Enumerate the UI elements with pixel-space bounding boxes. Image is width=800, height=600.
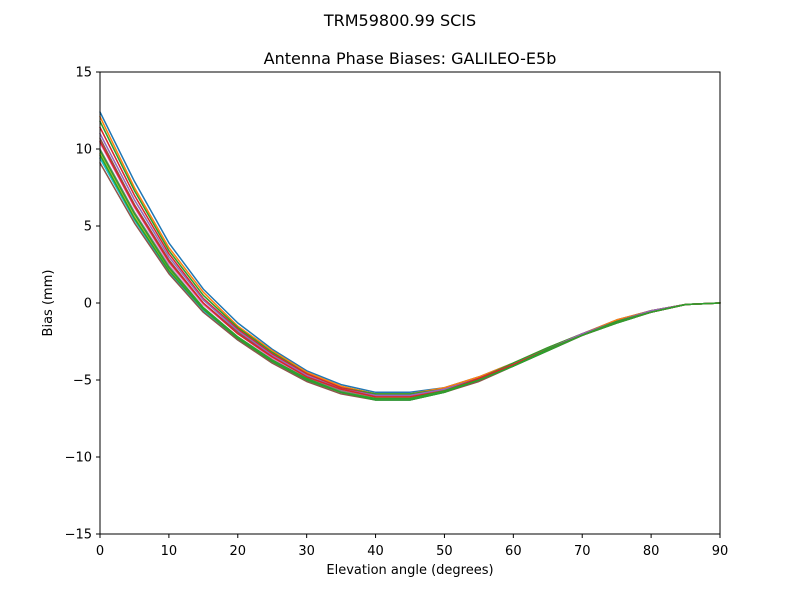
x-tick-label: 30 <box>298 544 315 559</box>
series-line-14 <box>99 149 721 400</box>
axes-frame <box>99 71 721 535</box>
y-tick-label: 0 <box>84 297 92 312</box>
figure-suptitle: TRM59800.99 SCIS <box>323 11 476 30</box>
y-axis-label: Bias (mm) <box>41 270 56 337</box>
x-tick-label: 80 <box>643 544 660 559</box>
x-tick-label: 20 <box>230 544 247 559</box>
chart-title: Antenna Phase Biases: GALILEO-E5b <box>264 49 557 68</box>
y-tick-label: −5 <box>73 374 92 389</box>
y-tick-label: −10 <box>65 451 92 466</box>
x-tick-label: 50 <box>436 544 453 559</box>
y-tick-label: 15 <box>75 66 92 81</box>
plot-lines <box>99 111 721 401</box>
x-tick-label: 60 <box>505 544 522 559</box>
x-tick-label: 10 <box>161 544 178 559</box>
x-tick-label: 90 <box>712 544 729 559</box>
x-tick-label: 70 <box>574 544 591 559</box>
series-line-12 <box>99 154 721 401</box>
x-axis-label: Elevation angle (degrees) <box>326 563 493 578</box>
axis-ticks: 0 10 20 30 40 50 60 70 80 90 −15 −10 −5 0 5 10 15 <box>65 66 729 560</box>
x-tick-label: 0 <box>96 544 104 559</box>
y-tick-label: −15 <box>65 528 92 543</box>
y-tick-label: 5 <box>84 220 92 235</box>
y-tick-label: 10 <box>75 143 92 158</box>
x-tick-label: 40 <box>367 544 384 559</box>
